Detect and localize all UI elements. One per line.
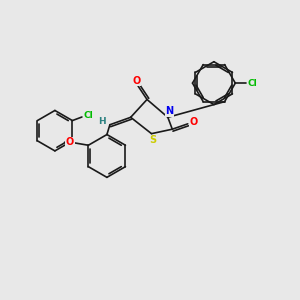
Text: O: O (66, 137, 74, 147)
Text: O: O (133, 76, 141, 86)
Text: H: H (98, 117, 105, 126)
Text: N: N (165, 106, 173, 116)
Text: O: O (190, 117, 198, 128)
Text: S: S (149, 135, 157, 145)
Text: Cl: Cl (84, 111, 94, 120)
Text: Cl: Cl (248, 79, 257, 88)
